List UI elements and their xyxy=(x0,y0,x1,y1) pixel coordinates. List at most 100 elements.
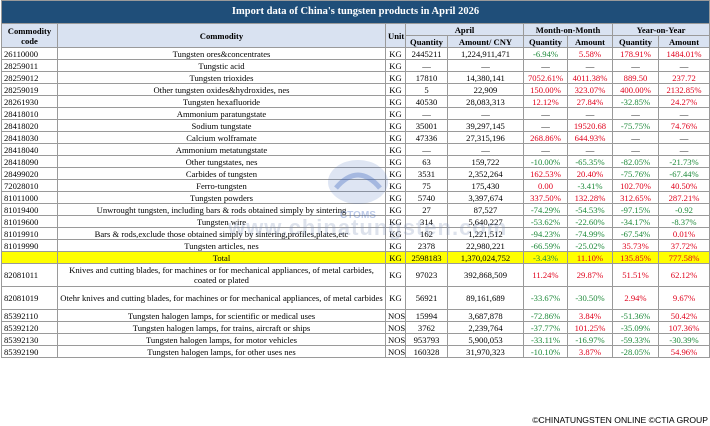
commodity-name: Otehr knives and cutting blades, for mac… xyxy=(57,286,386,310)
table-row: 28259019 Other tungsten oxides&hydroxides… xyxy=(1,83,710,96)
commodity-code: 85392130 xyxy=(1,333,58,346)
yoy-quantity: -59.33% xyxy=(612,333,659,346)
yoy-amount: -21.73% xyxy=(657,155,710,168)
mom-quantity: -10.10% xyxy=(523,345,568,358)
mom-quantity: 150.00% xyxy=(523,83,568,96)
mom-quantity: 162.53% xyxy=(523,167,568,180)
commodity-name: Unwrought tungsten, including bars & rod… xyxy=(57,203,386,216)
april-quantity: 5 xyxy=(405,83,448,96)
april-quantity: 75 xyxy=(405,179,448,192)
header-mom-quantity: Quantity xyxy=(523,35,568,48)
table-row: 81011000 Tungsten powders KG 5740 3,397,674 3… xyxy=(1,191,710,204)
commodity-name: Tungsten halogen lamps, for scientific o… xyxy=(57,309,386,322)
commodity-name: Tungsten halogen lamps, for motor vehicl… xyxy=(57,333,386,346)
yoy-quantity: -75.76% xyxy=(612,167,659,180)
april-amount: — xyxy=(447,107,524,120)
yoy-amount: 9.67% xyxy=(657,286,710,310)
mom-amount: -65.35% xyxy=(567,155,613,168)
yoy-amount: 74.76% xyxy=(657,119,710,132)
april-amount: 5,900,053 xyxy=(447,333,524,346)
unit: NOS xyxy=(385,345,406,358)
mom-quantity: -66.59% xyxy=(523,239,568,252)
mom-amount: 3.84% xyxy=(567,309,613,322)
commodity-code: 81011000 xyxy=(1,191,58,204)
table-row: 81019910 Bars & rods,exclude those obtain… xyxy=(1,227,710,240)
yoy-amount: 107.36% xyxy=(657,321,710,334)
unit: KG xyxy=(385,71,406,84)
table-row: 85392190 Tungsten halogen lamps, for othe… xyxy=(1,345,710,358)
mom-quantity: 7052.61% xyxy=(523,71,568,84)
yoy-amount: 287.21% xyxy=(657,191,710,204)
commodity-code: 28418020 xyxy=(1,119,58,132)
footer-copyright: ©CHINATUNGSTEN ONLINE ©CTIA GROUP xyxy=(532,415,708,425)
table-row: 82081019 Otehr knives and cutting blades,… xyxy=(1,286,710,310)
commodity-code: 81019990 xyxy=(1,239,58,252)
unit: NOS xyxy=(385,333,406,346)
table-row: 28259012 Tungsten trioxides KG 17810 14,380,… xyxy=(1,71,710,84)
header-yoy-amount: Amount xyxy=(657,35,710,48)
header-commodity-code: Commodity code xyxy=(1,23,58,48)
april-amount: 1,221,512 xyxy=(447,227,524,240)
mom-quantity: -37.77% xyxy=(523,321,568,334)
commodity-name: Ammonium metatungstate xyxy=(57,143,386,156)
mom-quantity: -94.23% xyxy=(523,227,568,240)
mom-quantity: — xyxy=(523,107,568,120)
table-row: 81019600 Tungsten wire KG 314 5,640,227 -53.6… xyxy=(1,215,710,228)
unit: KG xyxy=(385,179,406,192)
april-quantity: 3762 xyxy=(405,321,448,334)
table-row: 85392130 Tungsten halogen lamps, for moto… xyxy=(1,333,710,346)
commodity-code: 26110000 xyxy=(1,47,58,60)
table-row: 28259011 Tungstic acid KG — — — — — — xyxy=(1,59,710,72)
header-month-on-month: Month-on-Month xyxy=(523,23,613,36)
table-row: 28499020 Carbides of tungsten KG 3531 2,352,… xyxy=(1,167,710,180)
april-amount: 159,722 xyxy=(447,155,524,168)
commodity-code: 72028010 xyxy=(1,179,58,192)
april-quantity: 35001 xyxy=(405,119,448,132)
table-row: 85392120 Tungsten halogen lamps, for trai… xyxy=(1,321,710,334)
april-quantity: 3531 xyxy=(405,167,448,180)
april-quantity: 15994 xyxy=(405,309,448,322)
yoy-amount: 24.27% xyxy=(657,95,710,108)
commodity-name: Ferro-tungsten xyxy=(57,179,386,192)
yoy-amount: 62.12% xyxy=(657,263,710,287)
header-mom-amount: Amount xyxy=(567,35,613,48)
yoy-quantity: -82.05% xyxy=(612,155,659,168)
april-quantity: — xyxy=(405,107,448,120)
mom-amount: -74.99% xyxy=(567,227,613,240)
unit: KG xyxy=(385,263,406,287)
yoy-amount: -30.39% xyxy=(657,333,710,346)
table-row: 72028010 Ferro-tungsten KG 75 175,430 0.00 -3.… xyxy=(1,179,710,192)
mom-amount: 101.25% xyxy=(567,321,613,334)
april-amount: 14,380,141 xyxy=(447,71,524,84)
commodity-code: 28499020 xyxy=(1,167,58,180)
yoy-amount: 1484.01% xyxy=(657,47,710,60)
april-amount: 1,224,911,471 xyxy=(447,47,524,60)
yoy-quantity: 312.65% xyxy=(612,191,659,204)
commodity-code: 28418010 xyxy=(1,107,58,120)
header-april: April xyxy=(405,23,524,36)
mom-quantity: 337.50% xyxy=(523,191,568,204)
commodity-code: 81019910 xyxy=(1,227,58,240)
april-amount: 5,640,227 xyxy=(447,215,524,228)
mom-amount: 323.07% xyxy=(567,83,613,96)
april-amount: 31,970,323 xyxy=(447,345,524,358)
table-row: 26110000 Tungsten ores&concentrates KG 2445… xyxy=(1,47,710,60)
mom-amount: — xyxy=(567,59,613,72)
april-quantity: 2378 xyxy=(405,239,448,252)
yoy-quantity: 2.94% xyxy=(612,286,659,310)
april-amount: 27,315,196 xyxy=(447,131,524,144)
april-amount: 28,083,313 xyxy=(447,95,524,108)
header-amount-cny: Amount/ CNY xyxy=(447,35,524,48)
yoy-amount: — xyxy=(657,107,710,120)
mom-quantity: 11.24% xyxy=(523,263,568,287)
mom-quantity: -3.43% xyxy=(523,251,568,264)
april-quantity: — xyxy=(405,59,448,72)
commodity-code: 28418040 xyxy=(1,143,58,156)
yoy-amount: 40.50% xyxy=(657,179,710,192)
unit: NOS xyxy=(385,321,406,334)
april-amount: 22,980,221 xyxy=(447,239,524,252)
mom-amount: -54.53% xyxy=(567,203,613,216)
commodity-code: 85392120 xyxy=(1,321,58,334)
unit: KG xyxy=(385,251,406,264)
april-quantity: 40530 xyxy=(405,95,448,108)
